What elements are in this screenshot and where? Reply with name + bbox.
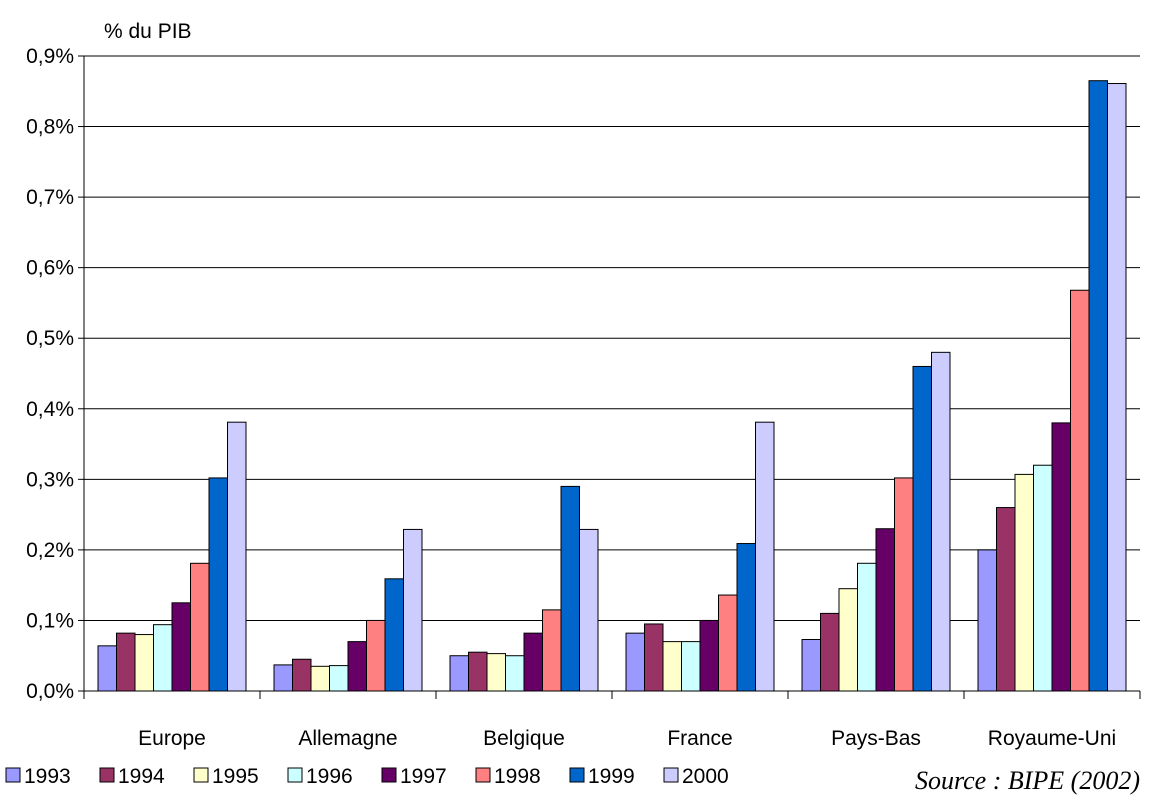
- legend-label-1997: 1997: [400, 765, 447, 788]
- bar-allemagne-2000: [403, 528, 423, 692]
- legend-swatch-1999: [569, 767, 585, 783]
- legend-label-1999: 1999: [588, 765, 635, 788]
- bar-france-2000: [755, 421, 775, 692]
- legend-label-1993: 1993: [24, 765, 71, 788]
- bar-pays-bas-1996: [857, 562, 877, 692]
- y-tick-label: 0,7%: [26, 186, 74, 209]
- bar-royaume-uni-1994: [996, 507, 1016, 692]
- bar-allemagne-1994: [292, 658, 312, 692]
- legend-label-1998: 1998: [494, 765, 541, 788]
- y-tick-labels: 0,0% 0,1% 0,2% 0,3% 0,4% 0,5% 0,6% 0,7% 0,8% 0,9%: [26, 45, 74, 703]
- bar-europe-1997: [171, 602, 191, 692]
- bar-allemagne-1998: [366, 619, 386, 692]
- bar-europe-1993: [97, 645, 117, 692]
- bar-pays-bas-1993: [801, 638, 821, 692]
- bar-allemagne-1995: [310, 665, 330, 692]
- legend-label-1995: 1995: [212, 765, 259, 788]
- bar-belgique-1995: [486, 653, 506, 692]
- y-tick-label: 0,9%: [26, 45, 74, 68]
- y-tick-label: 0,2%: [26, 539, 74, 562]
- bar-royaume-uni-1993: [977, 549, 997, 692]
- bars: [97, 80, 1127, 692]
- bar-europe-1998: [190, 562, 210, 692]
- bar-allemagne-1999: [384, 578, 404, 692]
- bar-belgique-1993: [449, 655, 469, 692]
- bar-belgique-1996: [505, 655, 525, 692]
- x-tick-label: France: [667, 727, 732, 750]
- bar-france-1994: [644, 623, 664, 692]
- bar-royaume-uni-1995: [1014, 473, 1034, 692]
- y-tick-label: 0,0%: [26, 680, 74, 703]
- legend-swatch-1996: [287, 767, 303, 783]
- legend-label-1994: 1994: [118, 765, 165, 788]
- bar-belgique-1994: [468, 651, 488, 692]
- bar-allemagne-1997: [347, 641, 367, 692]
- legend-swatch-1997: [381, 767, 397, 783]
- bar-europe-2000: [227, 421, 247, 692]
- bar-france-1998: [718, 594, 738, 692]
- bar-pays-bas-1997: [875, 528, 895, 692]
- x-tick-label: Royaume-Uni: [988, 727, 1116, 750]
- bar-france-1993: [625, 632, 645, 692]
- bar-pays-bas-1995: [838, 588, 858, 692]
- bar-royaume-uni-2000: [1107, 83, 1127, 692]
- bar-europe-1999: [208, 477, 228, 692]
- bar-royaume-uni-1998: [1070, 289, 1090, 692]
- bar-pays-bas-2000: [931, 351, 951, 692]
- bar-royaume-uni-1997: [1051, 422, 1071, 692]
- y-tick-label: 0,5%: [26, 327, 74, 350]
- legend-swatch-1993: [5, 767, 21, 783]
- bar-belgique-1999: [560, 485, 580, 692]
- bar-allemagne-1996: [329, 665, 349, 692]
- axes: [83, 56, 1141, 699]
- legend-label-2000: 2000: [682, 765, 729, 788]
- x-tick-label: Pays-Bas: [831, 727, 921, 750]
- bar-belgique-2000: [579, 528, 599, 692]
- gridlines: [78, 55, 1140, 692]
- y-tick-label: 0,6%: [26, 257, 74, 280]
- bar-europe-1995: [134, 634, 154, 692]
- y-tick-label: 0,8%: [26, 116, 74, 139]
- bar-pays-bas-1998: [894, 477, 914, 692]
- x-tick-label: Belgique: [483, 727, 565, 750]
- x-tick-label: Allemagne: [298, 727, 397, 750]
- bar-pays-bas-1999: [912, 365, 932, 692]
- bar-france-1995: [662, 641, 682, 692]
- y-tick-label: 0,1%: [26, 609, 74, 632]
- bar-allemagne-1993: [273, 664, 293, 692]
- legend-swatch-1995: [193, 767, 209, 783]
- y-tick-label: 0,4%: [26, 398, 74, 421]
- bar-europe-1994: [116, 632, 136, 692]
- y-axis-label: % du PIB: [104, 20, 192, 43]
- legend-swatch-2000: [663, 767, 679, 783]
- bar-pays-bas-1994: [820, 612, 840, 692]
- legend-label-1996: 1996: [306, 765, 353, 788]
- bar-france-1997: [699, 619, 719, 692]
- bar-france-1996: [681, 641, 701, 692]
- y-tick-label: 0,3%: [26, 468, 74, 491]
- category-labels: Europe Allemagne Belgique France Pays-Bas Roy…: [138, 727, 1116, 750]
- bar-royaume-uni-1996: [1033, 464, 1053, 692]
- source-note: Source : BIPE (2002): [915, 766, 1140, 795]
- bar-europe-1996: [153, 624, 173, 692]
- bar-belgique-1998: [542, 609, 562, 692]
- legend: 1993 1994 1995 1996 1997 1998 1999 2000: [5, 765, 729, 788]
- legend-swatch-1998: [475, 767, 491, 783]
- bar-royaume-uni-1999: [1088, 80, 1108, 692]
- legend-swatch-1994: [99, 767, 115, 783]
- x-tick-label: Europe: [138, 727, 206, 750]
- bar-belgique-1997: [523, 632, 543, 692]
- bar-france-1999: [736, 543, 756, 692]
